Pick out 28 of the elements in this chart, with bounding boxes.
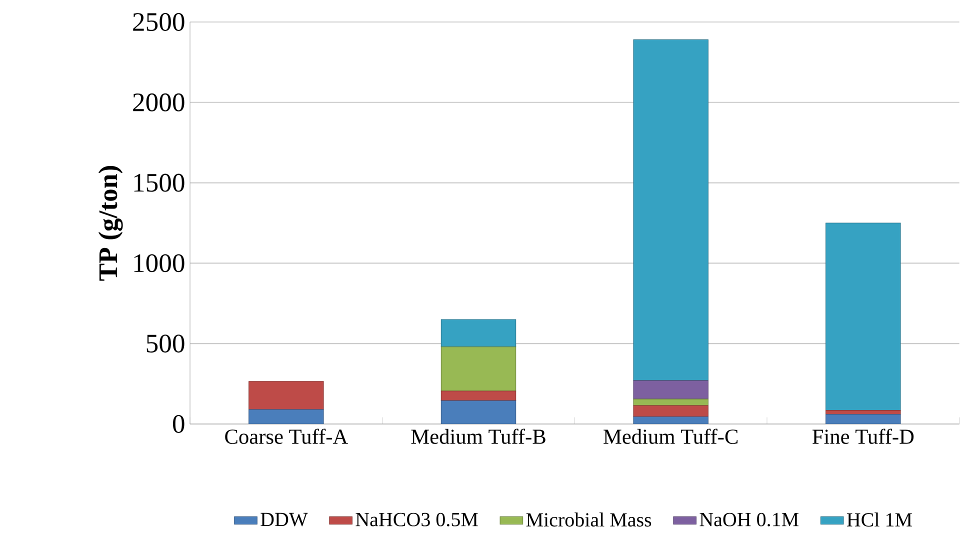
bar — [440, 390, 516, 401]
y-tick-label: 0 — [172, 414, 184, 433]
bar — [248, 409, 324, 424]
bar — [440, 319, 516, 348]
bar — [633, 380, 708, 400]
bar — [248, 381, 324, 410]
legend-label: NaOH 0.1M — [700, 512, 799, 526]
legend-label: NaHCO3 0.5M — [356, 512, 478, 526]
x-tick-label: Medium Tuff-B — [411, 428, 546, 444]
x-tick-label: Coarse Tuff-A — [225, 428, 348, 444]
bar — [633, 39, 708, 381]
bar — [826, 414, 901, 424]
x-tick-label: Fine Tuff-D — [812, 428, 914, 444]
x-tick-label: Medium Tuff-C — [604, 428, 738, 444]
bar — [440, 400, 516, 424]
bar — [633, 398, 708, 406]
y-tick-label: 2000 — [133, 93, 184, 112]
y-tick-label: 1000 — [134, 254, 184, 272]
y-tick-label: 500 — [146, 334, 184, 353]
legend-label: HCl 1M — [847, 512, 912, 527]
legend-label: DDW — [260, 512, 308, 526]
legend-label: Microbial Mass — [526, 512, 652, 527]
y-tick-label: 2500 — [133, 13, 184, 31]
bar — [826, 222, 901, 411]
y-axis-title: TP (g/ton) — [98, 166, 123, 281]
bar — [633, 405, 708, 418]
bar — [440, 346, 516, 392]
y-tick-label: 1500 — [134, 174, 184, 192]
